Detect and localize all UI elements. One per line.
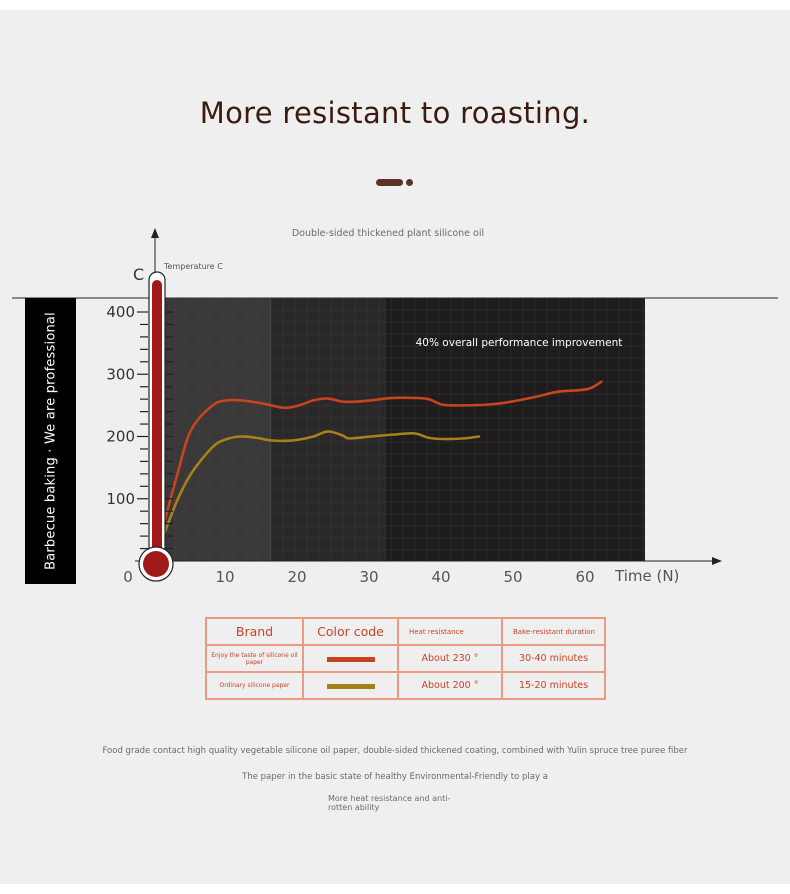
x-axis-arrow — [712, 557, 722, 565]
chart-bands — [163, 298, 645, 561]
table-header-color: Color code — [302, 617, 399, 646]
table-cell-brand: Ordinary silicone paper — [205, 671, 304, 700]
sidebar-banner: Barbecue baking · We are professional — [25, 298, 76, 584]
page-title: More resistant to roasting. — [199, 96, 591, 130]
footer-line-3: More heat resistance and anti-rotten abi… — [328, 794, 451, 812]
chart-band-2 — [385, 298, 645, 561]
table-row: Enjoy the taste of silicone oil paper Ab… — [205, 644, 606, 673]
color-swatch — [326, 657, 375, 662]
thermometer-icon — [138, 271, 174, 582]
page-background: More resistant to roasting. Double-sided… — [0, 10, 790, 884]
chart-series — [160, 380, 603, 541]
table-cell-heat: About 200 ° — [397, 671, 503, 700]
y-tick-label: 400 — [106, 303, 135, 321]
table-header-row: Brand Color code Heat resistance Bake-re… — [205, 617, 606, 646]
series-line-0 — [160, 380, 603, 532]
chart-annotation: 40% overall performance improvement — [416, 337, 623, 349]
slide-indicator-active — [376, 179, 403, 186]
y-tick-label: 300 — [106, 365, 135, 383]
chart-band-1 — [270, 298, 386, 561]
y-tick-label: 100 — [106, 490, 135, 508]
color-swatch — [326, 684, 375, 689]
series-line-1 — [160, 430, 481, 541]
table-header-heat: Heat resistance — [397, 617, 503, 646]
y-axis-label: Temperature C — [163, 262, 223, 271]
x-tick-label: 40 — [431, 568, 450, 586]
chart-grid — [162, 297, 645, 561]
table-header-duration: Bake-resistant duration — [501, 617, 606, 646]
footer-line-1: Food grade contact high quality vegetabl… — [102, 746, 688, 756]
y-tick-label: 200 — [106, 428, 135, 446]
x-axis-label: Time (N) — [614, 567, 679, 585]
x-tick-label: 30 — [359, 568, 378, 586]
x-tick-label: 20 — [287, 568, 306, 586]
y-axis-arrow — [151, 228, 159, 238]
table-cell-duration: 30-40 minutes — [501, 644, 606, 673]
temperature-chart: 100 200 300 400 0 10 20 30 40 50 60 40% overall pe… — [12, 228, 778, 586]
x-tick-label: 50 — [503, 568, 522, 586]
chart-band-0 — [163, 298, 271, 561]
table-cell-color — [302, 644, 399, 673]
chart-subcaption: Double-sided thickened plant silicone oi… — [291, 228, 485, 239]
comparison-table: Brand Color code Heat resistance Bake-re… — [205, 617, 606, 700]
table-cell-color — [302, 671, 399, 700]
y-axis-letter: C — [133, 265, 144, 284]
x-tick-label: 10 — [215, 568, 234, 586]
table-row: Ordinary silicone paper About 200 ° 15-2… — [205, 671, 606, 700]
chart-axes: 100 200 300 400 0 10 20 30 40 50 60 — [106, 228, 722, 586]
slide-indicator-dot — [406, 179, 413, 186]
table-header-brand: Brand — [205, 617, 304, 646]
table-cell-heat: About 230 ° — [397, 644, 503, 673]
table-cell-duration: 15-20 minutes — [501, 671, 606, 700]
x-tick-label: 0 — [123, 568, 133, 586]
x-tick-label: 60 — [575, 568, 594, 586]
footer-line-2: The paper in the basic state of healthy … — [242, 772, 548, 782]
slide-indicator — [376, 178, 416, 188]
sidebar-banner-text: Barbecue baking · We are professional — [43, 312, 58, 570]
table-cell-brand: Enjoy the taste of silicone oil paper — [205, 644, 304, 673]
